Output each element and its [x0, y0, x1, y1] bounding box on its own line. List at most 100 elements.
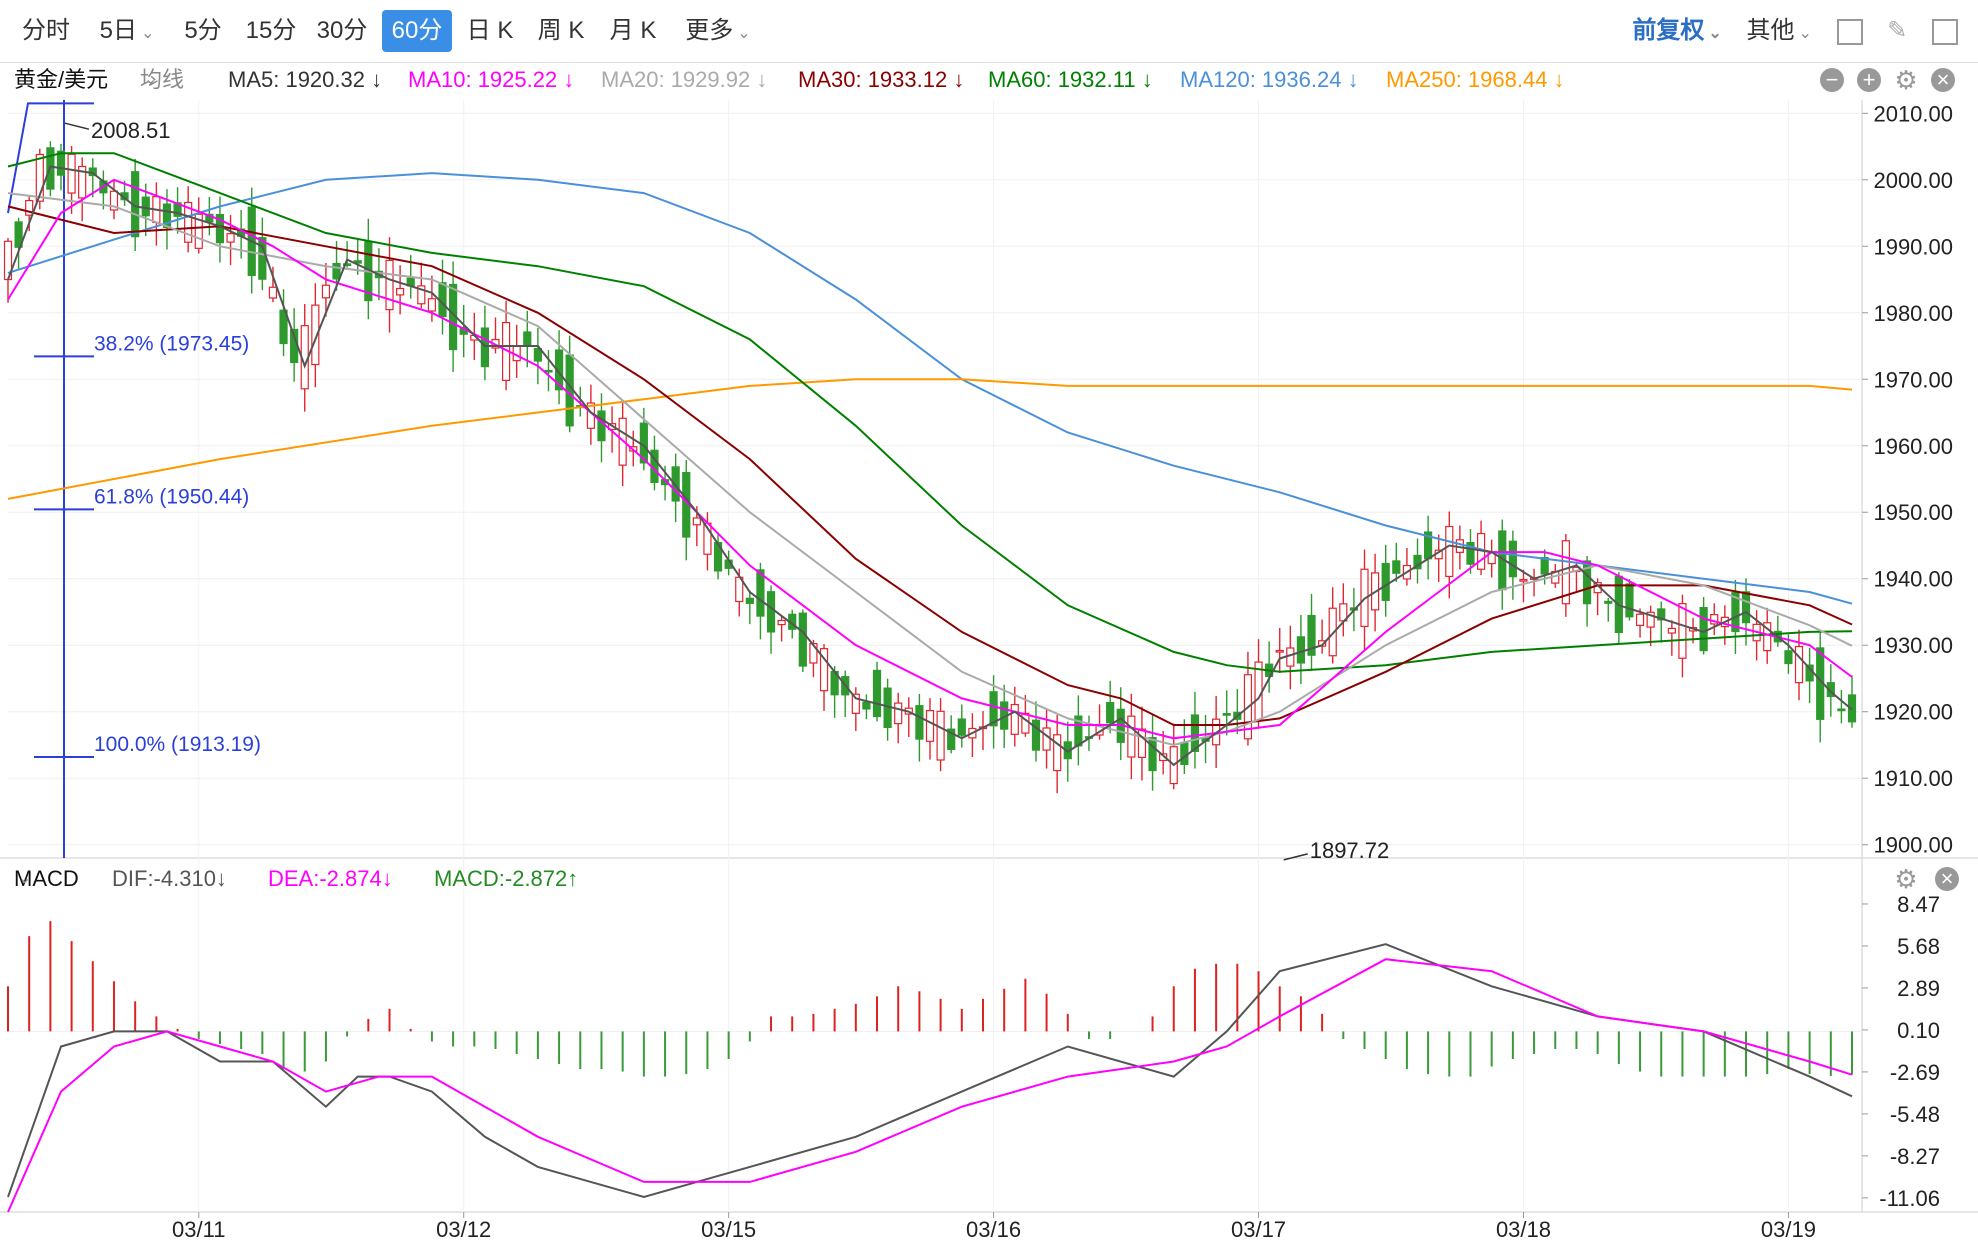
candle-body: [258, 237, 267, 280]
dif-value: DIF:-4.310↓: [112, 866, 227, 891]
candle-body: [321, 284, 331, 299]
fib-top-line: [7, 102, 94, 214]
tab-label: 30分: [316, 17, 368, 44]
y-tick-label: 1970.00: [1873, 367, 1953, 392]
candle-body: [3, 240, 13, 281]
tab-1[interactable]: 5日 ⌄: [88, 10, 166, 52]
candle-body: [872, 669, 882, 718]
gear-icon[interactable]: ⚙: [1894, 65, 1918, 95]
close-icon[interactable]: ×: [1931, 68, 1955, 92]
candle-body: [480, 327, 489, 368]
candle-body: [1392, 560, 1401, 574]
y-tick-label: 1950.00: [1873, 500, 1953, 525]
ma-type-label: 均线: [140, 67, 185, 92]
candle-body: [1508, 540, 1517, 578]
high-marker-label: 2008.51: [91, 118, 171, 143]
adjust-dropdown[interactable]: 前复权 ⌄: [1632, 10, 1721, 55]
window-icon[interactable]: [1932, 18, 1958, 45]
candle-body: [1328, 607, 1337, 657]
candle-body: [184, 201, 193, 243]
candle-body: [1159, 753, 1168, 762]
tab-5[interactable]: 60分: [382, 10, 452, 52]
adjust-label: 前复权: [1632, 17, 1705, 44]
add-icon[interactable]: +: [1857, 68, 1881, 92]
tab-7[interactable]: 周 K: [528, 10, 594, 52]
macd-y-tick-label: -11.06: [1879, 1186, 1940, 1211]
candle-body: [1731, 592, 1740, 633]
y-tick-label: 1940.00: [1873, 567, 1953, 592]
tab-0[interactable]: 分时: [14, 10, 78, 52]
tab-8[interactable]: 月 K: [600, 10, 666, 52]
collapse-icon[interactable]: −: [1820, 68, 1844, 92]
candle-body: [1667, 627, 1676, 634]
ma-line-ma10: [7, 178, 1853, 740]
candle-body: [268, 286, 278, 299]
tab-9[interactable]: 更多 ⌄: [672, 10, 764, 52]
tab-label: 日 K: [466, 17, 514, 44]
candle-body: [385, 259, 394, 311]
x-tick-label: 03/18: [1496, 1217, 1551, 1242]
y-tick-label: 1990.00: [1873, 234, 1953, 259]
pencil-icon[interactable]: ✎: [1887, 17, 1908, 44]
other-dropdown[interactable]: 其他 ⌄: [1746, 10, 1811, 55]
y-tick-label: 1960.00: [1873, 434, 1953, 459]
ma-legend-item: MA20: 1929.92 ↓: [601, 67, 768, 92]
macd-legend-bar: MACD ⌄ DIF:-4.310↓ DEA:-2.874↓ MACD:-2.87…: [0, 862, 1959, 896]
symbol-label: 黄金/美元: [14, 67, 109, 92]
candle-body: [194, 213, 203, 249]
candle-body: [67, 153, 76, 194]
tab-4[interactable]: 30分: [310, 10, 374, 52]
candle-body: [819, 648, 829, 692]
candle-body: [1275, 649, 1284, 653]
tab-label: 分时: [22, 17, 70, 44]
ma-line-ma20: [7, 192, 1853, 747]
candle-body: [809, 643, 818, 664]
ma-legend-item: MA30: 1933.12 ↓: [798, 67, 965, 92]
macd-y-tick-label: -2.69: [1890, 1060, 1940, 1085]
ma-legend-bar: 黄金/美元 均线 ⌄ MA5: 1920.32 ↓ MA10: 1925.22 ↓ M…: [0, 62, 1978, 97]
chevron-down-icon: ⌄: [737, 25, 751, 42]
candle-body: [396, 287, 405, 296]
chevron-down-icon: ⌄: [1708, 25, 1722, 42]
candle-body: [1137, 728, 1147, 758]
tab-2[interactable]: 5分: [175, 10, 231, 52]
fib-level-label: 38.2% (1973.45): [94, 332, 249, 355]
tab-6[interactable]: 日 K: [458, 10, 522, 52]
ma-line-ma5: [7, 165, 1853, 767]
candle-body: [1540, 557, 1549, 575]
candle-body: [56, 150, 66, 176]
ma-legend-item: MA60: 1932.11 ↓: [988, 67, 1153, 92]
candle-body: [1784, 650, 1793, 665]
candle-body: [25, 199, 34, 216]
tab-3[interactable]: 15分: [240, 10, 302, 52]
candle-body: [915, 705, 924, 740]
candle-body: [1699, 607, 1708, 652]
tab-label: 15分: [245, 17, 297, 44]
tab-label: 60分: [391, 17, 443, 44]
tab-label: 5日: [99, 17, 137, 44]
grid-icon[interactable]: [1836, 18, 1863, 45]
candle-body: [1826, 682, 1835, 698]
candle-body: [1053, 734, 1062, 772]
candle-body: [35, 153, 44, 202]
tab-label: 月 K: [609, 17, 657, 44]
tab-label: 周 K: [537, 17, 585, 44]
macd-y-tick-label: -5.48: [1890, 1102, 1940, 1127]
ma-line-ma250: [7, 378, 1853, 500]
close-icon[interactable]: ×: [1935, 867, 1959, 891]
candle-body: [1127, 715, 1136, 758]
other-label: 其他: [1746, 17, 1795, 44]
ma-legend-item: MA5: 1920.32 ↓: [228, 67, 383, 92]
gear-icon[interactable]: ⚙: [1894, 864, 1918, 894]
macd-dif-line: [7, 943, 1853, 1199]
candle-body: [417, 285, 426, 305]
candle-body: [692, 517, 701, 526]
candle-body: [756, 569, 765, 617]
candle-body: [597, 410, 606, 442]
ma-legend-item: MA10: 1925.22 ↓: [408, 67, 575, 92]
candle-body: [1180, 741, 1189, 765]
x-tick-label: 03/19: [1761, 1217, 1816, 1242]
candle-body: [332, 262, 341, 280]
